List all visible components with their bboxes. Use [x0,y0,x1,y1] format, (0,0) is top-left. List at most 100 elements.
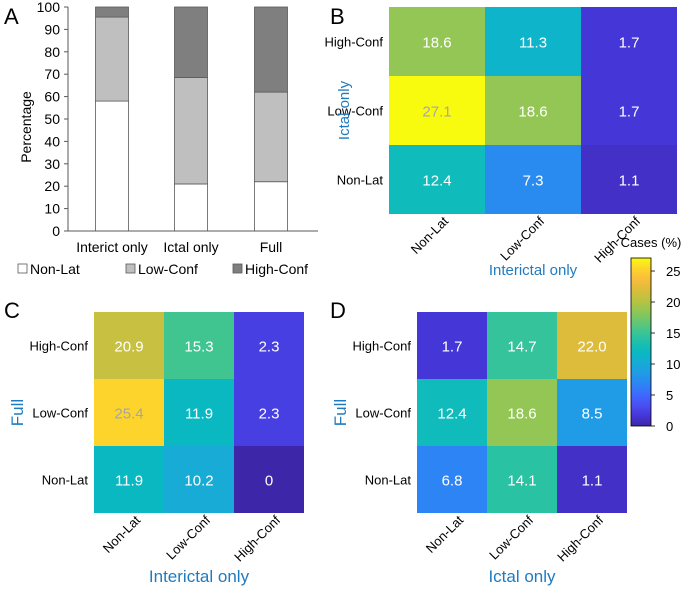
heatmap-cell [485,76,581,145]
x-tick-label: Full [260,239,283,255]
heatmap-cell [389,7,485,76]
heatmap-value-label: 25.4 [114,406,143,423]
column-label: Non-Lat [423,512,467,556]
x-tick-label: Ictal only [163,239,218,255]
row-label: Non-Lat [365,473,412,488]
legend-swatch [17,263,28,274]
heatmap-value-label: 1.7 [619,104,640,121]
legend-label: Non-Lat [30,261,80,277]
heatmap-value-label: 12.4 [422,173,451,190]
heatmap-cell [485,145,581,214]
y-tick-label: 30 [44,156,60,172]
heatmap-cell [164,446,234,513]
bar-segment-non-lat [254,181,288,232]
heatmap-cell [94,312,164,379]
heatmap-value-label: 10.2 [184,473,213,490]
panel-a-stacked-bar-chart: 0 10 20 30 40 50 60 70 80 90 100 Interict only Icta… [17,0,318,277]
colorbar-tick-label: 5 [666,388,673,403]
heatmap-value-label: 6.8 [442,473,463,490]
column-label: Non-Lat [100,512,144,556]
x-axis-title: Interictal only [489,262,578,279]
y-tick-label: 50 [44,111,60,127]
row-label: Low-Conf [32,406,88,421]
heatmap-value-label: 1.7 [442,339,463,356]
legend-label: High-Conf [245,261,308,277]
y-tick-label: 70 [44,66,60,82]
y-axis-ticks: 0 10 20 30 40 50 60 70 80 90 100 [37,0,68,239]
row-label: Low-Conf [355,406,411,421]
row-label: High-Conf [352,339,411,354]
heatmap-value-label: 8.5 [582,406,603,423]
heatmap-value-label: 2.3 [259,339,280,356]
row-label: Low-Conf [327,104,383,119]
heatmap-value-label: 27.1 [422,104,451,121]
bar-segment-low-conf [95,16,129,102]
y-axis-title: Percentage [18,91,34,163]
x-axis-tick-labels: Interict only Ictal only Full [76,239,282,255]
heatmap-value-label: 1.7 [619,35,640,52]
legend-swatch [232,263,243,274]
heatmap-cell [389,76,485,145]
heatmap-cell [164,312,234,379]
legend-swatch [125,263,136,274]
panel-letter-c: C [4,298,20,323]
heatmap-value-label: 12.4 [437,406,466,423]
y-axis-title: Ictal only [336,80,353,140]
heatmap-cell [487,446,557,513]
panel-letter-b: B [330,4,345,29]
y-tick-label: 20 [44,178,60,194]
heatmap-value-label: 11.3 [519,35,547,52]
heatmap-cell [557,312,627,379]
heatmap-cell [487,379,557,446]
heatmap-value-label: 15.3 [184,339,213,356]
heatmap-value-label: 18.6 [422,35,451,52]
row-label: High-Conf [324,35,383,50]
heatmap-cell [485,7,581,76]
y-axis-title: Full [331,399,350,426]
heatmap-value-label: 20.9 [114,339,143,356]
heatmap-cell [234,312,304,379]
bar-segment-low-conf [254,91,288,183]
row-label: Non-Lat [42,473,89,488]
y-tick-label: 60 [44,89,60,105]
heatmap-value-label: 14.7 [507,339,536,356]
panel-d-heatmap: 1.7 14.7 22.0 12.4 18.6 8.5 6.8 14.1 1.1 High-Con… [331,312,627,586]
heatmap-cell [389,145,485,214]
heatmap-cell [417,312,487,379]
y-tick-label: 40 [44,133,60,149]
colorbar-tick-label: 25 [666,264,680,279]
heatmap-cell [581,7,677,76]
colorbar-tick-label: 20 [666,295,680,310]
bar-segment-high-conf [174,6,208,78]
heatmap-value-label: 14.1 [507,473,536,490]
bar-segment-non-lat [174,183,208,232]
colorbar-ticks: 0 5 10 15 20 25 [651,264,680,434]
heatmap-cell [581,76,677,145]
panel-c-heatmap: 20.9 15.3 2.3 25.4 11.9 2.3 11.9 10.2 0 High-Conf… [8,312,304,586]
x-axis-title: Ictal only [488,567,556,586]
heatmap-value-label: 1.1 [619,173,640,190]
row-label: Non-Lat [337,173,384,188]
column-label: Low-Conf [486,512,536,562]
column-label: Low-Conf [163,512,213,562]
heatmap-value-label: 11.9 [185,406,213,423]
heatmap-cell [487,312,557,379]
stacked-bars [95,6,288,232]
heatmap-value-label: 22.0 [577,339,606,356]
heatmap-cell [557,379,627,446]
legend-label: Low-Conf [138,261,198,277]
column-label: High-Conf [231,512,283,564]
colorbar-tick-label: 0 [666,419,673,434]
x-tick-label: Interict only [76,239,148,255]
heatmap-cell [94,379,164,446]
row-label: High-Conf [29,339,88,354]
heatmap-value-label: 2.3 [259,406,280,423]
heatmap-cell [581,145,677,214]
heatmap-cell [234,379,304,446]
bar-segment-low-conf [174,77,208,185]
heatmap-value-label: 7.3 [523,173,544,190]
heatmap-value-label: 0 [265,473,273,490]
bar-segment-high-conf [254,6,288,93]
y-tick-label: 100 [37,0,61,15]
colorbar: Cases (%) 0 5 10 15 20 25 [621,235,682,434]
